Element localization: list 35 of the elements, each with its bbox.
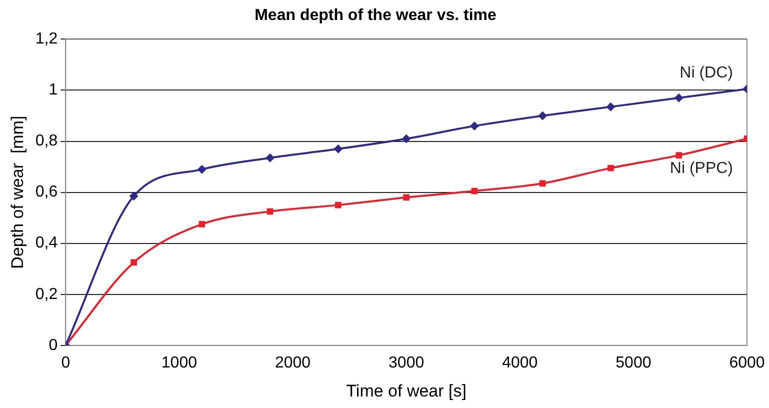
point bbox=[198, 221, 206, 228]
point bbox=[539, 180, 546, 187]
point bbox=[266, 153, 275, 162]
point bbox=[676, 152, 682, 158]
y-tick-label: 0 bbox=[48, 336, 58, 354]
point bbox=[674, 93, 684, 102]
point bbox=[470, 121, 479, 130]
series-label: Ni (PPC) bbox=[670, 160, 733, 178]
x-tick-label: 5000 bbox=[616, 354, 652, 372]
y-axis-title: Depth of wear [mm] bbox=[8, 116, 27, 269]
x-tick-label: 2000 bbox=[274, 354, 311, 372]
point bbox=[403, 194, 410, 201]
point bbox=[608, 164, 614, 172]
point bbox=[130, 259, 137, 266]
x-tick-label: 6000 bbox=[729, 354, 765, 372]
x-axis-title: Time of wear [s] bbox=[346, 381, 466, 400]
point bbox=[402, 134, 411, 144]
point bbox=[538, 111, 548, 120]
series-label: Ni (DC) bbox=[680, 64, 733, 82]
y-tick-label: 0,6 bbox=[35, 184, 58, 201]
chart-title: Mean depth of the wear vs. time bbox=[254, 7, 497, 24]
point bbox=[606, 102, 616, 112]
y-tick-label: 1,2 bbox=[35, 30, 58, 48]
point bbox=[129, 192, 138, 201]
x-tick-label: 0 bbox=[61, 354, 70, 372]
point bbox=[334, 144, 343, 154]
x-tick-label: 3000 bbox=[388, 354, 424, 372]
point bbox=[197, 164, 206, 174]
y-tick-label: 0,4 bbox=[35, 234, 58, 252]
x-tick-label: 1000 bbox=[161, 354, 198, 372]
x-tick-label: 4000 bbox=[502, 354, 538, 372]
y-tick-label: 1 bbox=[48, 82, 58, 99]
y-tick-label: 0,2 bbox=[35, 286, 58, 303]
point bbox=[335, 202, 342, 208]
y-tick-label: 0,8 bbox=[35, 132, 58, 150]
